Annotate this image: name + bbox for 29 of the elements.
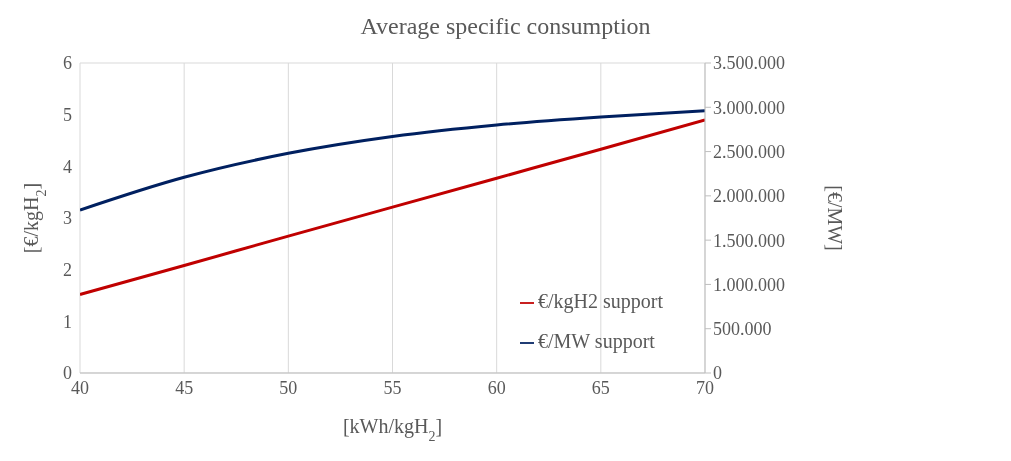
y2-tick-label: 0 <box>713 363 722 384</box>
chart-title: Average specific consumption <box>359 12 652 41</box>
y-tick-label: 5 <box>63 105 72 126</box>
x-tick-label: 45 <box>175 377 194 398</box>
y2-tick-label: 1.000.000 <box>713 274 785 295</box>
y-tick-label: 0 <box>63 363 72 384</box>
y2-tick-label: 2.000.000 <box>713 186 785 207</box>
y2-tick-label: 3.500.000 <box>713 53 785 74</box>
x-tick-label: 70 <box>696 377 714 398</box>
line-series <box>80 109 705 212</box>
y2-axis-title: [€/MW] <box>824 185 846 251</box>
x-tick-label: 65 <box>591 377 610 398</box>
y-tick-label: 1 <box>63 311 72 332</box>
x-tick-label: 40 <box>71 377 89 398</box>
x-tick-label: 55 <box>383 377 402 398</box>
y2-tick-label: 500.000 <box>713 319 772 340</box>
y-tick-label: 2 <box>63 260 72 281</box>
y2-tick-label: 3.000.000 <box>713 97 785 118</box>
x-axis-title: [kWh/kgH$_{2}$] <box>342 415 443 444</box>
y-tick-label: 6 <box>63 53 72 74</box>
y2-tick-label: 2.500.000 <box>713 141 785 162</box>
x-tick-label: 50 <box>279 377 298 398</box>
y-tick-label: 4 <box>63 156 72 177</box>
legend-label: €/kgH2 support <box>538 290 663 312</box>
x-tick-label: 60 <box>487 377 506 398</box>
y-tick-label: 3 <box>63 208 72 229</box>
legend-label: €/MW support <box>538 330 655 352</box>
y2-tick-label: 1.500.000 <box>713 230 785 251</box>
line-series <box>80 118 705 296</box>
